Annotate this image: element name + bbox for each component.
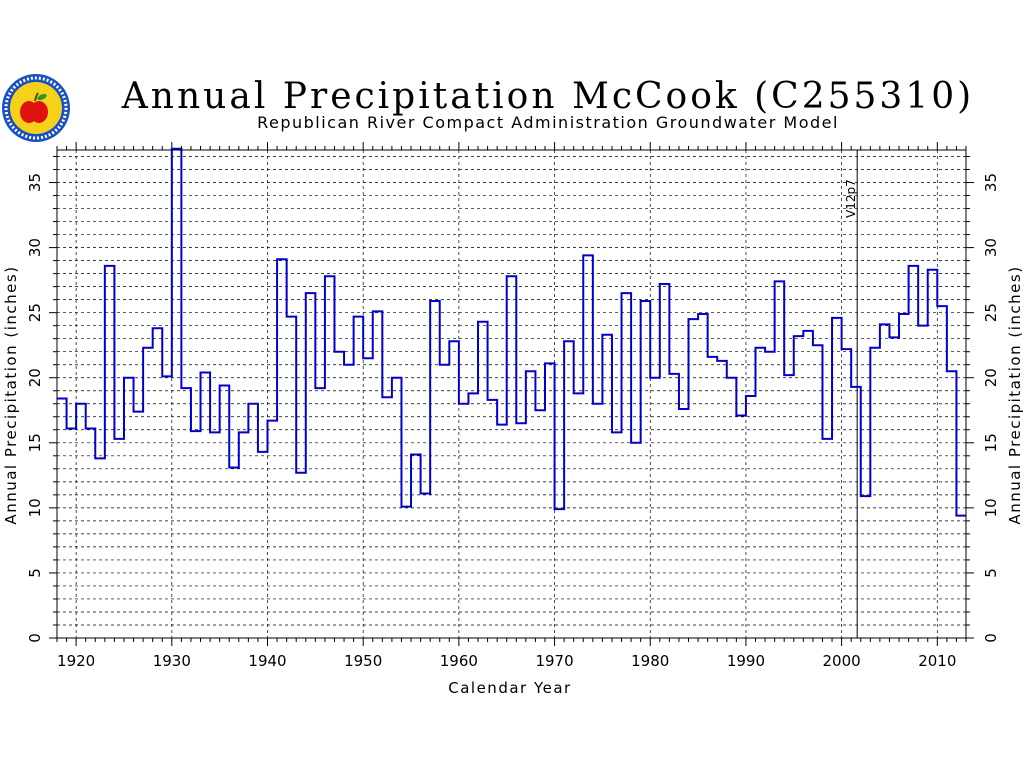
- y-tick-label: 20: [26, 368, 44, 387]
- x-tick-label: 1950: [344, 652, 382, 670]
- x-tick-label: 2010: [918, 652, 956, 670]
- y-tick-label: 0: [26, 633, 44, 643]
- y-axis-label-right: Annual Precipitation (inches): [1006, 265, 1024, 524]
- y-tick-label-right: 0: [982, 633, 1000, 643]
- x-tick-label: 1980: [631, 652, 669, 670]
- y-tick-label: 10: [26, 498, 44, 517]
- chart-title: Annual Precipitation McCook (C255310): [121, 76, 974, 117]
- x-tick-label: 1990: [727, 652, 765, 670]
- chart-subtitle: Republican River Compact Administration …: [257, 113, 839, 132]
- x-tick-label: 2000: [823, 652, 861, 670]
- axis-ticks: 1920 1930 1940 1950 1960 1970 1980 1990 2000 2010…: [26, 142, 1000, 670]
- y-tick-label-right: 10: [982, 498, 1000, 517]
- y-tick-label: 25: [26, 303, 44, 322]
- y-tick-label-right: 20: [982, 368, 1000, 387]
- annotation: V12p7: [844, 150, 858, 638]
- y-tick-label: 5: [26, 568, 44, 578]
- y-tick-label-right: 5: [982, 568, 1000, 578]
- x-tick-label: 1940: [248, 652, 286, 670]
- y-tick-label-right: 35: [982, 173, 1000, 192]
- x-tick-label: 1920: [57, 652, 95, 670]
- y-tick-label-right: 25: [982, 303, 1000, 322]
- y-tick-label-right: 15: [982, 433, 1000, 452]
- y-tick-label-right: 30: [982, 238, 1000, 257]
- y-tick-label: 15: [26, 433, 44, 452]
- grid: [57, 150, 966, 638]
- x-tick-label: 1960: [440, 652, 478, 670]
- y-tick-label: 35: [26, 173, 44, 192]
- y-axis-label: Annual Precipitation (inches): [2, 265, 20, 524]
- precipitation-step-line: [57, 147, 966, 517]
- seal-logo: [2, 74, 70, 142]
- y-tick-label: 30: [26, 238, 44, 257]
- x-tick-label: 1930: [153, 652, 191, 670]
- x-tick-label: 1970: [535, 652, 573, 670]
- x-axis-label: Calendar Year: [448, 679, 571, 697]
- annotation-label: V12p7: [844, 179, 858, 218]
- plot-frame: [56, 149, 967, 639]
